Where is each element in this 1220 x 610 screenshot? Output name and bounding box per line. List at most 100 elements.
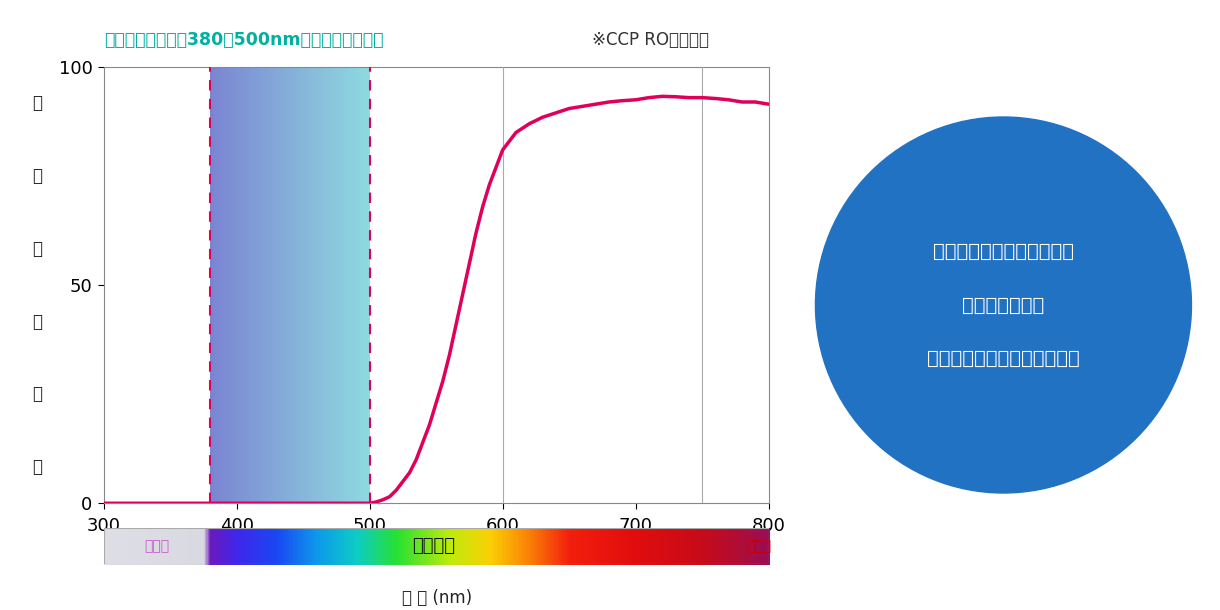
Bar xyxy=(243,67,245,503)
Bar xyxy=(242,67,243,503)
Bar xyxy=(276,67,277,503)
Bar xyxy=(222,67,223,503)
Bar xyxy=(366,67,367,503)
Text: 赤外線: 赤外線 xyxy=(747,539,772,553)
Bar xyxy=(316,67,317,503)
Bar xyxy=(361,67,364,503)
Bar xyxy=(344,67,345,503)
Bar xyxy=(354,67,355,503)
Bar xyxy=(237,67,238,503)
Bar xyxy=(216,67,217,503)
Bar xyxy=(282,67,283,503)
Bar xyxy=(317,67,320,503)
Bar xyxy=(248,67,249,503)
Text: 率: 率 xyxy=(32,240,43,258)
Bar xyxy=(314,67,315,503)
Bar xyxy=(315,67,316,503)
Bar xyxy=(250,67,251,503)
Bar xyxy=(345,67,346,503)
Bar xyxy=(268,67,270,503)
Bar xyxy=(277,67,278,503)
Bar xyxy=(261,67,262,503)
Bar xyxy=(267,67,268,503)
Text: 波 長 (nm): 波 長 (nm) xyxy=(401,589,472,607)
Bar xyxy=(343,67,344,503)
Bar xyxy=(310,67,311,503)
Bar xyxy=(210,67,211,503)
Bar xyxy=(360,67,361,503)
Text: 可視光線: 可視光線 xyxy=(412,537,455,555)
Bar xyxy=(292,67,293,503)
Text: ）: ） xyxy=(32,458,43,476)
Bar xyxy=(281,67,282,503)
Bar xyxy=(346,67,349,503)
Text: まぶしさ、ぎらつきの原因: まぶしさ、ぎらつきの原因 xyxy=(933,242,1074,261)
Bar xyxy=(312,67,314,503)
Bar xyxy=(246,67,248,503)
Bar xyxy=(338,67,339,503)
Bar xyxy=(228,67,231,503)
Bar xyxy=(262,67,264,503)
Bar xyxy=(238,67,239,503)
Bar xyxy=(283,67,284,503)
Bar xyxy=(336,67,337,503)
Bar xyxy=(365,67,366,503)
Bar xyxy=(328,67,329,503)
Text: ※CCP ROにて測定: ※CCP ROにて測定 xyxy=(592,30,709,49)
Bar xyxy=(322,67,323,503)
Bar xyxy=(357,67,359,503)
Bar xyxy=(306,67,307,503)
Bar xyxy=(284,67,285,503)
Bar xyxy=(307,67,309,503)
Bar xyxy=(311,67,312,503)
Bar xyxy=(214,67,216,503)
Bar xyxy=(331,67,332,503)
Bar xyxy=(217,67,218,503)
Bar xyxy=(323,67,325,503)
Bar xyxy=(218,67,220,503)
Bar xyxy=(356,67,357,503)
Bar xyxy=(339,67,340,503)
Bar xyxy=(260,67,261,503)
Bar xyxy=(350,67,351,503)
Bar xyxy=(226,67,227,503)
Bar xyxy=(285,67,287,503)
Bar xyxy=(332,67,334,503)
Bar xyxy=(342,67,343,503)
Bar xyxy=(368,67,370,503)
Text: 遮光レンズがカットします。: 遮光レンズがカットします。 xyxy=(927,349,1080,368)
Bar xyxy=(325,67,326,503)
Bar xyxy=(212,67,213,503)
Bar xyxy=(256,67,257,503)
Bar xyxy=(220,67,221,503)
Bar xyxy=(278,67,279,503)
Text: （: （ xyxy=(32,312,43,331)
Bar xyxy=(270,67,271,503)
Bar xyxy=(364,67,365,503)
Bar xyxy=(274,67,276,503)
Bar xyxy=(349,67,350,503)
Bar xyxy=(296,67,298,503)
Bar xyxy=(355,67,356,503)
Bar xyxy=(367,67,368,503)
Bar xyxy=(351,67,353,503)
Bar xyxy=(287,67,289,503)
Bar xyxy=(334,67,336,503)
Bar xyxy=(233,67,234,503)
Bar xyxy=(299,67,300,503)
Bar xyxy=(337,67,338,503)
Bar xyxy=(232,67,233,503)
Bar xyxy=(257,67,260,503)
Bar xyxy=(223,67,224,503)
Text: 過: 過 xyxy=(32,167,43,185)
Bar xyxy=(329,67,331,503)
Text: 透: 透 xyxy=(32,95,43,112)
Bar xyxy=(321,67,322,503)
Bar xyxy=(279,67,281,503)
Bar xyxy=(289,67,290,503)
Bar xyxy=(266,67,267,503)
Bar xyxy=(234,67,235,503)
Bar xyxy=(326,67,327,503)
Bar xyxy=(227,67,228,503)
Bar xyxy=(353,67,354,503)
